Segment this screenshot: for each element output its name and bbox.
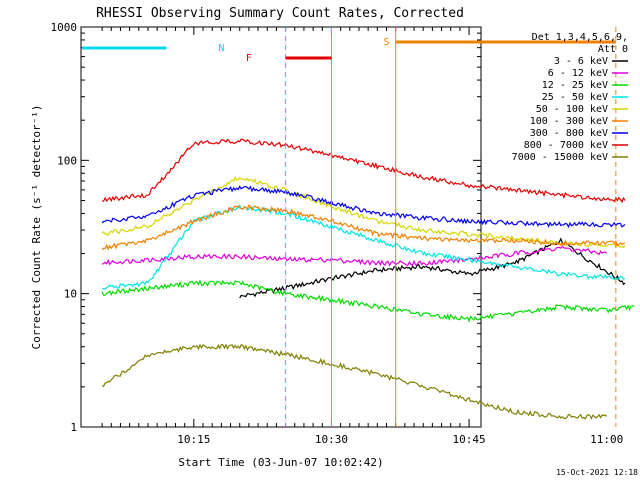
x-tick-label: 10:45	[453, 433, 486, 446]
series-line-4	[101, 176, 626, 249]
legend-label: 3 - 6 keV	[554, 56, 608, 67]
series-line-5	[101, 204, 626, 251]
f-flag-label: F	[246, 53, 252, 64]
s-flag-label: S	[383, 37, 389, 48]
series-line-6	[101, 185, 626, 229]
y-tick-label: 100	[57, 154, 77, 167]
legend-label: 7000 - 15000 keV	[512, 152, 608, 163]
y-tick-label: 1	[70, 421, 77, 434]
legend-header: Att 0	[598, 44, 628, 55]
plot-frame	[80, 26, 482, 428]
series-line-8	[101, 343, 608, 420]
x-tick-label: 10:30	[315, 433, 348, 446]
legend-label: 25 - 50 keV	[542, 92, 608, 103]
y-axis-label: Corrected Count Rate (s⁻¹ detector⁻¹)	[30, 104, 43, 349]
timestamp: 15-Oct-2021 12:18	[556, 468, 638, 477]
series-line-0	[239, 237, 626, 299]
x-tick-label: 10:15	[177, 433, 210, 446]
legend-label: 6 - 12 keV	[548, 68, 608, 79]
series-line-2	[101, 279, 635, 323]
x-axis-label: Start Time (03-Jun-07 10:02:42)	[178, 456, 383, 469]
series-line-1	[101, 245, 608, 267]
legend-label: 50 - 100 keV	[536, 104, 608, 115]
legend-header: Det 1,3,4,5,6,9,	[532, 32, 628, 43]
x-tick-label: 11:00	[590, 433, 623, 446]
series-line-7	[102, 138, 626, 204]
legend-label: 300 - 800 keV	[530, 128, 608, 139]
y-tick-label: 1000	[51, 21, 78, 34]
legend-label: 800 - 7000 keV	[524, 140, 608, 151]
y-tick-label: 10	[64, 288, 77, 301]
plot-area: 110100100010:1510:3010:4511:0011:1511:30…	[51, 21, 635, 446]
n-flag-label: N	[218, 43, 224, 54]
legend-label: 12 - 25 keV	[542, 80, 608, 91]
chart-title: RHESSI Observing Summary Count Rates, Co…	[96, 6, 464, 21]
legend-label: 100 - 300 keV	[530, 116, 608, 127]
series-line-3	[102, 204, 626, 290]
